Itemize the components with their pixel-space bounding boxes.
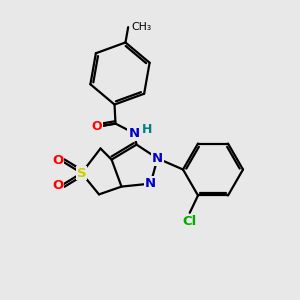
Text: Cl: Cl bbox=[183, 215, 197, 228]
Text: N: N bbox=[128, 127, 140, 140]
Text: H: H bbox=[142, 123, 152, 136]
Text: CH₃: CH₃ bbox=[132, 22, 152, 32]
Text: N: N bbox=[152, 152, 163, 165]
Text: O: O bbox=[52, 154, 63, 167]
Text: S: S bbox=[77, 167, 86, 180]
Text: N: N bbox=[145, 177, 156, 190]
Text: O: O bbox=[92, 119, 102, 133]
Text: O: O bbox=[52, 179, 63, 192]
